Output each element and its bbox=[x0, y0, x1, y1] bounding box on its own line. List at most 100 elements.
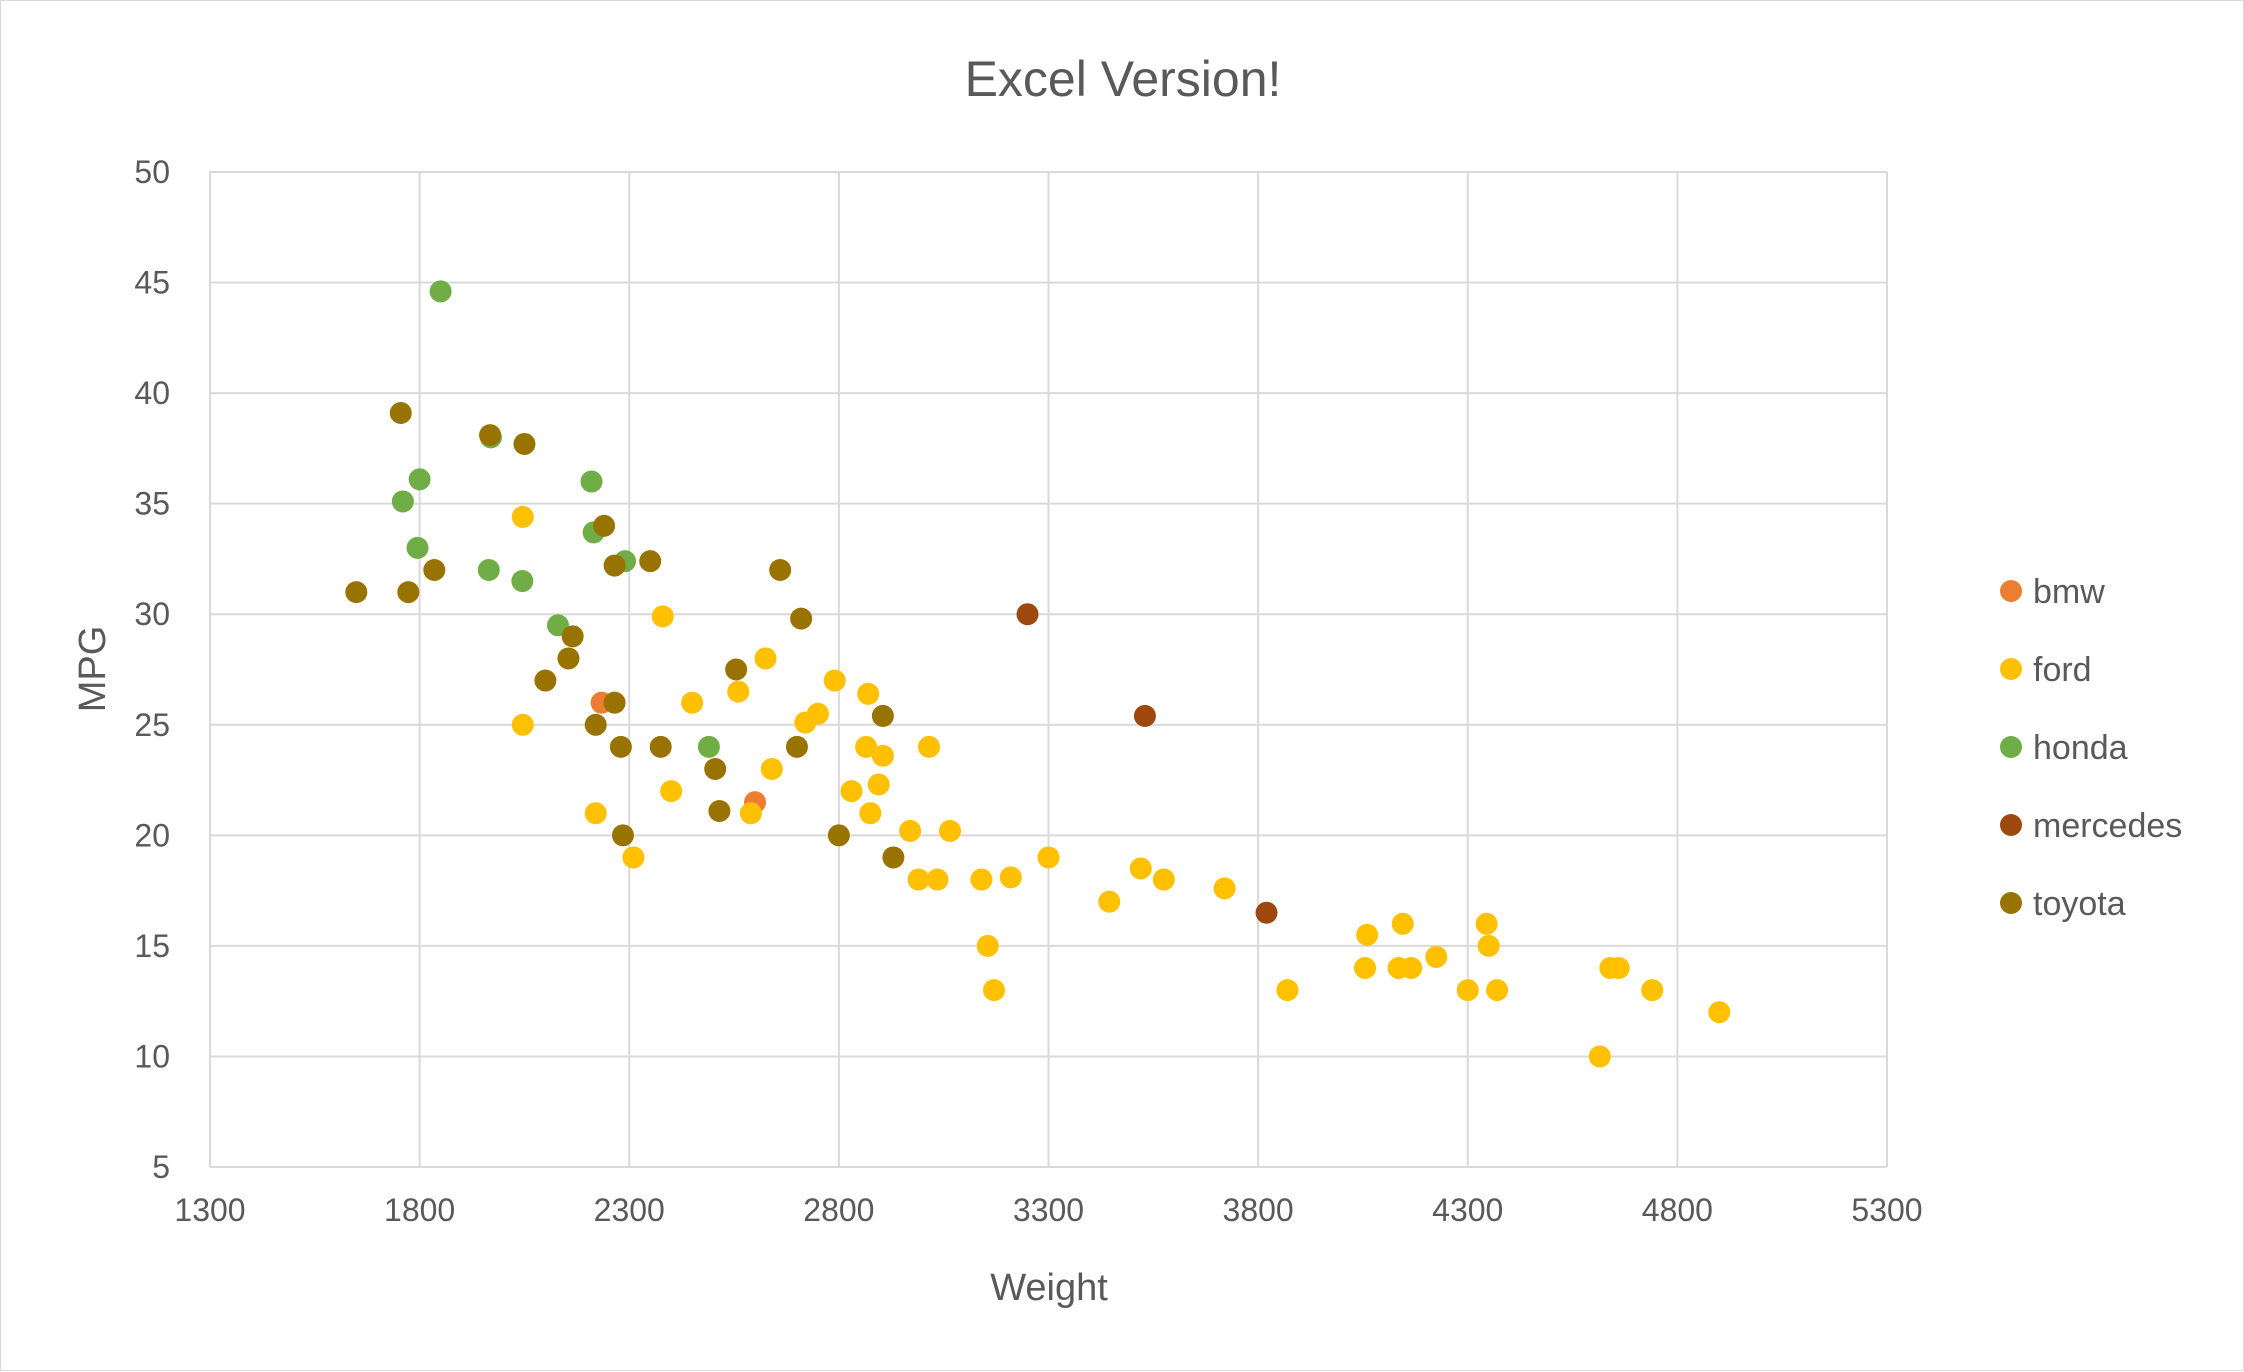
point-ford bbox=[622, 846, 645, 869]
y-axis-title: MPG bbox=[72, 626, 114, 713]
legend-marker-bmw bbox=[2000, 580, 2022, 602]
point-mercedes bbox=[1133, 704, 1156, 727]
point-toyota bbox=[708, 800, 731, 823]
point-toyota bbox=[584, 713, 607, 736]
point-ford bbox=[926, 868, 949, 891]
point-toyota bbox=[827, 824, 850, 847]
point-ford bbox=[511, 505, 534, 528]
point-toyota bbox=[882, 846, 905, 869]
point-ford bbox=[1356, 923, 1379, 946]
point-ford bbox=[1400, 957, 1423, 979]
legend-marker-ford bbox=[2000, 658, 2022, 680]
point-ford bbox=[1425, 945, 1448, 968]
point-honda bbox=[477, 559, 500, 581]
point-toyota bbox=[603, 554, 626, 577]
x-tick-label: 1800 bbox=[384, 1192, 455, 1228]
legend-label-bmw: bmw bbox=[2033, 573, 2105, 611]
point-toyota bbox=[561, 625, 584, 648]
point-toyota bbox=[479, 424, 502, 447]
y-tick-label: 35 bbox=[134, 486, 170, 522]
gridlines bbox=[209, 171, 1888, 1168]
legend-item-toyota: toyota bbox=[2000, 885, 2126, 923]
point-honda bbox=[697, 735, 720, 758]
legend-label-ford: ford bbox=[2033, 651, 2092, 689]
point-toyota bbox=[593, 514, 616, 537]
point-honda bbox=[511, 570, 534, 593]
x-tick-label: 4800 bbox=[1642, 1192, 1713, 1228]
x-tick-label: 3800 bbox=[1223, 1192, 1294, 1228]
point-ford bbox=[999, 866, 1022, 889]
point-ford bbox=[681, 691, 704, 714]
point-ford bbox=[760, 758, 783, 780]
point-toyota bbox=[790, 607, 813, 630]
point-ford bbox=[1708, 1001, 1731, 1024]
x-tick-label: 5300 bbox=[1851, 1192, 1922, 1228]
point-honda bbox=[391, 490, 414, 513]
point-toyota bbox=[704, 758, 727, 780]
point-ford bbox=[806, 702, 829, 725]
legend: bmw ford honda mercedes toyota bbox=[2000, 573, 2182, 923]
legend-label-toyota: toyota bbox=[2033, 885, 2126, 923]
x-tick-labels: 1300 1800 2300 2800 3300 3800 4300 4800 5300 bbox=[174, 1192, 1922, 1228]
legend-item-bmw: bmw bbox=[2000, 573, 2105, 611]
chart-title: Excel Version! bbox=[965, 51, 1282, 107]
point-toyota bbox=[389, 402, 412, 425]
point-ford bbox=[855, 735, 878, 758]
point-toyota bbox=[609, 735, 632, 758]
point-honda bbox=[406, 536, 429, 559]
legend-label-mercedes: mercedes bbox=[2033, 807, 2182, 845]
legend-item-honda: honda bbox=[2000, 729, 2128, 767]
x-tick-label: 2300 bbox=[594, 1192, 665, 1228]
point-ford bbox=[918, 735, 941, 758]
point-ford bbox=[871, 744, 894, 767]
point-toyota bbox=[649, 735, 672, 758]
point-ford bbox=[867, 773, 890, 796]
legend-label-honda: honda bbox=[2033, 729, 2128, 767]
point-ford bbox=[1391, 912, 1414, 935]
point-ford bbox=[1641, 979, 1664, 1002]
point-toyota bbox=[603, 691, 626, 714]
point-honda bbox=[580, 470, 603, 493]
point-mercedes bbox=[1255, 901, 1278, 924]
point-ford bbox=[1354, 957, 1377, 979]
x-tick-label: 1300 bbox=[174, 1192, 245, 1228]
point-ford bbox=[899, 819, 922, 842]
y-tick-label: 50 bbox=[134, 154, 170, 190]
x-tick-label: 4300 bbox=[1432, 1192, 1503, 1228]
x-tick-label: 2800 bbox=[803, 1192, 874, 1228]
y-tick-label: 10 bbox=[134, 1038, 170, 1074]
point-ford bbox=[1607, 957, 1630, 979]
point-ford bbox=[970, 868, 993, 891]
point-ford bbox=[739, 802, 762, 825]
point-ford bbox=[982, 979, 1005, 1002]
point-ford bbox=[1475, 912, 1498, 935]
y-tick-label: 45 bbox=[134, 265, 170, 301]
point-toyota bbox=[513, 432, 536, 455]
point-ford bbox=[651, 605, 674, 628]
point-toyota bbox=[397, 581, 420, 604]
legend-item-mercedes: mercedes bbox=[2000, 807, 2182, 845]
point-ford bbox=[857, 682, 880, 705]
y-tick-label: 15 bbox=[134, 928, 170, 964]
point-ford bbox=[1276, 979, 1299, 1002]
y-tick-label: 5 bbox=[152, 1149, 170, 1185]
point-toyota bbox=[611, 824, 634, 847]
x-tick-label: 3300 bbox=[1013, 1192, 1084, 1228]
point-ford bbox=[727, 680, 750, 703]
point-mercedes bbox=[1016, 603, 1039, 626]
y-tick-labels: 5 10 15 20 25 30 35 40 45 50 bbox=[134, 154, 170, 1185]
point-toyota bbox=[769, 559, 792, 581]
point-ford bbox=[584, 802, 607, 825]
y-tick-label: 25 bbox=[134, 707, 170, 743]
point-ford bbox=[1477, 934, 1500, 957]
point-ford bbox=[511, 713, 534, 736]
point-ford bbox=[1129, 857, 1152, 880]
point-toyota bbox=[557, 647, 580, 670]
point-ford bbox=[1152, 868, 1175, 891]
point-ford bbox=[823, 669, 846, 692]
point-ford bbox=[754, 647, 777, 670]
point-ford bbox=[907, 868, 930, 891]
point-toyota bbox=[785, 735, 808, 758]
point-ford bbox=[1098, 890, 1121, 913]
